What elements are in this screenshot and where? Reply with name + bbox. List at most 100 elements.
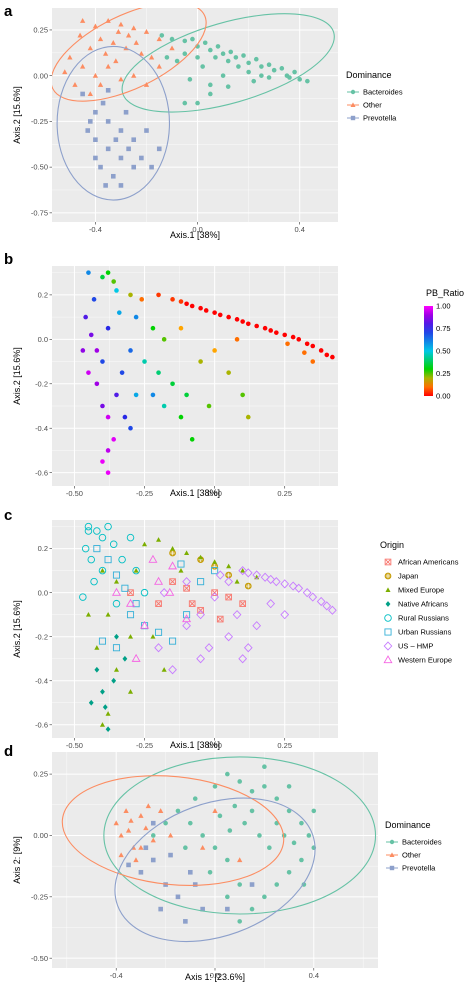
legend-key-marker xyxy=(389,852,395,857)
point xyxy=(310,359,316,364)
colorbar-tick-label: 1.00 xyxy=(436,302,451,311)
point xyxy=(170,297,175,302)
point-series-3 xyxy=(102,704,108,711)
point-other xyxy=(110,39,116,45)
legend-key-marker xyxy=(385,601,391,607)
point xyxy=(100,359,105,364)
point-bacteroides xyxy=(182,38,188,44)
point xyxy=(91,297,97,302)
point-bacteroides xyxy=(259,73,264,78)
point-series-6 xyxy=(210,592,219,602)
point-prevotella xyxy=(149,164,154,170)
panel-b: b -0.50 -0.25 0.00 0.25 0.2 0.0 -0.2 -0.4 -0.6 Axi… xyxy=(4,251,464,498)
point-series-2 xyxy=(99,568,106,573)
point xyxy=(240,319,245,324)
point-bacteroides xyxy=(262,764,267,770)
point xyxy=(133,314,139,320)
y-tick-label: -0.25 xyxy=(31,892,48,901)
point-other xyxy=(158,808,164,813)
point-prevotella xyxy=(103,183,108,188)
point xyxy=(156,292,161,298)
point-bacteroides xyxy=(208,82,213,88)
point xyxy=(189,437,195,442)
point xyxy=(310,343,316,349)
point-other xyxy=(97,36,104,42)
point-prevotella xyxy=(118,155,124,161)
marker-box xyxy=(211,589,218,596)
point-prevotella xyxy=(150,857,156,863)
series-3 xyxy=(88,633,128,733)
point-bacteroides xyxy=(159,33,165,38)
point xyxy=(128,425,133,431)
series-bacteroides xyxy=(150,764,317,924)
point-series-5 xyxy=(211,567,219,575)
point-prevotella xyxy=(126,146,131,152)
point-series-0 xyxy=(216,615,224,623)
plot-background xyxy=(52,520,338,738)
legend: Dominance Bacteroides Other Prevotella xyxy=(346,70,403,123)
point-prevotella xyxy=(93,137,98,142)
point-bacteroides xyxy=(225,771,230,777)
point-prevotella xyxy=(110,173,116,179)
point-bacteroides xyxy=(217,813,223,819)
legend-entry: Native Africans xyxy=(398,600,448,609)
point-bacteroides xyxy=(266,62,272,68)
marker-cross xyxy=(240,601,246,607)
point-prevotella xyxy=(85,128,91,133)
point-series-0 xyxy=(169,578,176,585)
marker-cross xyxy=(170,579,176,585)
point-series-3 xyxy=(100,688,105,695)
ellipse-bacteroides xyxy=(103,756,377,915)
point-series-4 xyxy=(132,566,140,575)
data-layer xyxy=(52,8,335,201)
y-tick-label: 0.0 xyxy=(38,588,48,597)
point-series-6 xyxy=(182,577,191,587)
point xyxy=(114,288,119,293)
point xyxy=(105,325,111,331)
point-bacteroides xyxy=(202,40,208,46)
legend-entry: Urban Russians xyxy=(398,628,452,637)
point-series-6 xyxy=(224,577,234,587)
point-other xyxy=(125,32,132,38)
point-series-4 xyxy=(81,544,90,553)
point-bacteroides xyxy=(287,75,292,80)
point-series-7 xyxy=(182,614,192,623)
y-tick-label: -0.50 xyxy=(31,163,48,172)
point-other xyxy=(105,63,111,69)
point-bacteroides xyxy=(249,788,255,794)
legend-entry: Bacteroides xyxy=(363,88,403,97)
x-tick-label: 0.0 xyxy=(210,971,220,980)
point-series-2 xyxy=(113,667,120,672)
point-series-6 xyxy=(308,592,318,602)
point-bacteroides xyxy=(227,828,233,833)
point-other xyxy=(79,18,86,23)
point-other xyxy=(148,54,155,60)
point xyxy=(296,337,302,342)
point-bacteroides xyxy=(237,779,242,784)
marker-cross xyxy=(217,616,223,622)
point xyxy=(119,370,125,375)
point-other xyxy=(138,50,145,56)
point-bacteroides xyxy=(190,36,195,42)
y-tick-label: -0.6 xyxy=(35,468,48,477)
point-series-4 xyxy=(84,522,93,531)
point xyxy=(245,321,251,327)
point-series-5 xyxy=(98,637,107,645)
point xyxy=(105,414,111,420)
point-series-5 xyxy=(169,637,177,645)
point-prevotella xyxy=(123,109,129,115)
point-bacteroides xyxy=(286,808,292,814)
point-other xyxy=(62,69,68,75)
point-series-6 xyxy=(243,643,253,653)
point-bacteroides xyxy=(291,840,297,846)
point-series-2 xyxy=(178,568,184,573)
point-other xyxy=(237,857,243,863)
point-bacteroides xyxy=(274,882,280,887)
marker-star xyxy=(246,583,251,589)
point-series-3 xyxy=(114,633,119,640)
point-bacteroides xyxy=(220,51,226,57)
point-series-6 xyxy=(322,601,332,611)
legend-entry: Other xyxy=(402,851,421,860)
point-series-6 xyxy=(182,621,191,631)
x-tick-label: -0.50 xyxy=(66,741,83,750)
